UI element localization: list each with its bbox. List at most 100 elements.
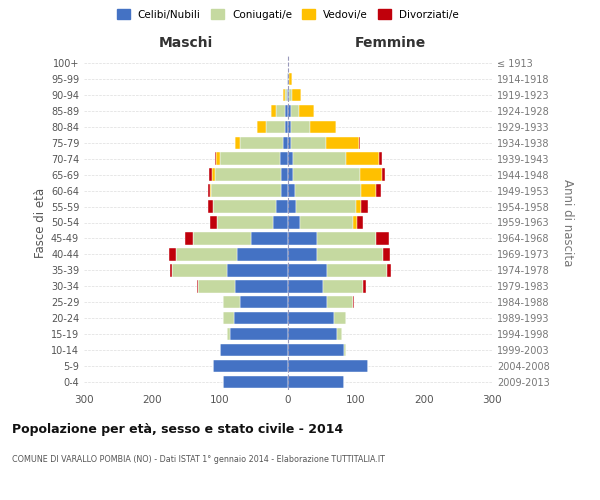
Bar [353,216,358,228]
Bar [211,184,281,197]
Bar [387,264,391,276]
Bar [353,296,354,308]
Bar [288,264,328,276]
Bar [360,168,382,181]
Y-axis label: Fasce di età: Fasce di età [34,188,47,258]
Bar [251,232,288,244]
Bar [276,200,288,213]
Bar [295,184,361,197]
Bar [169,248,176,260]
Bar [323,280,363,292]
Bar [337,328,343,340]
Bar [220,152,280,165]
Text: Maschi: Maschi [159,36,213,50]
Bar [223,376,288,388]
Bar [291,136,326,149]
Bar [288,344,344,356]
Bar [208,200,212,213]
Bar [293,152,346,165]
Bar [317,248,383,260]
Bar [281,168,288,181]
Bar [288,360,368,372]
Bar [379,152,382,165]
Bar [288,280,323,292]
Bar [283,88,284,101]
Bar [288,200,296,213]
Bar [172,264,227,276]
Bar [288,120,291,133]
Text: Femmine: Femmine [355,36,425,50]
Bar [208,184,211,197]
Bar [193,232,251,244]
Bar [227,264,288,276]
Bar [288,136,291,149]
Bar [358,216,363,228]
Bar [283,136,288,149]
Bar [299,104,314,117]
Bar [215,168,281,181]
Bar [266,120,284,133]
Bar [216,152,220,165]
Bar [328,296,353,308]
Bar [326,136,359,149]
Bar [363,280,365,292]
Bar [233,312,288,324]
Bar [217,216,273,228]
Bar [212,168,215,181]
Bar [288,72,289,85]
Bar [310,120,335,133]
Bar [284,88,287,101]
Bar [235,280,288,292]
Bar [383,248,390,260]
Bar [277,104,285,117]
Bar [280,152,288,165]
Bar [197,280,235,292]
Bar [227,328,230,340]
Bar [289,88,292,101]
Text: COMUNE DI VARALLO POMBIA (NO) - Dati ISTAT 1° gennaio 2014 - Elaborazione TUTTIT: COMUNE DI VARALLO POMBIA (NO) - Dati IST… [12,455,385,464]
Bar [334,312,346,324]
Bar [288,216,300,228]
Bar [288,312,334,324]
Bar [287,72,288,85]
Bar [288,296,328,308]
Bar [291,104,299,117]
Bar [220,344,288,356]
Bar [273,216,288,228]
Bar [317,232,376,244]
Bar [176,248,237,260]
Bar [257,120,266,133]
Bar [209,168,212,181]
Bar [359,136,360,149]
Bar [212,200,276,213]
Y-axis label: Anni di nascita: Anni di nascita [561,179,574,266]
Bar [292,88,301,101]
Bar [223,312,233,324]
Bar [288,152,293,165]
Bar [211,216,217,228]
Bar [237,248,288,260]
Bar [223,296,241,308]
Bar [361,200,368,213]
Bar [288,168,293,181]
Bar [213,360,288,372]
Bar [376,184,381,197]
Bar [185,232,193,244]
Bar [281,184,288,197]
Bar [215,152,216,165]
Bar [328,264,387,276]
Bar [230,328,288,340]
Bar [289,72,292,85]
Bar [288,88,289,101]
Bar [346,152,379,165]
Bar [376,232,389,244]
Bar [296,200,356,213]
Bar [344,344,346,356]
Bar [356,200,361,213]
Bar [288,184,295,197]
Bar [288,104,291,117]
Bar [291,120,310,133]
Bar [285,104,288,117]
Legend: Celibi/Nubili, Coniugati/e, Vedovi/e, Divorziati/e: Celibi/Nubili, Coniugati/e, Vedovi/e, Di… [113,5,463,24]
Bar [288,376,344,388]
